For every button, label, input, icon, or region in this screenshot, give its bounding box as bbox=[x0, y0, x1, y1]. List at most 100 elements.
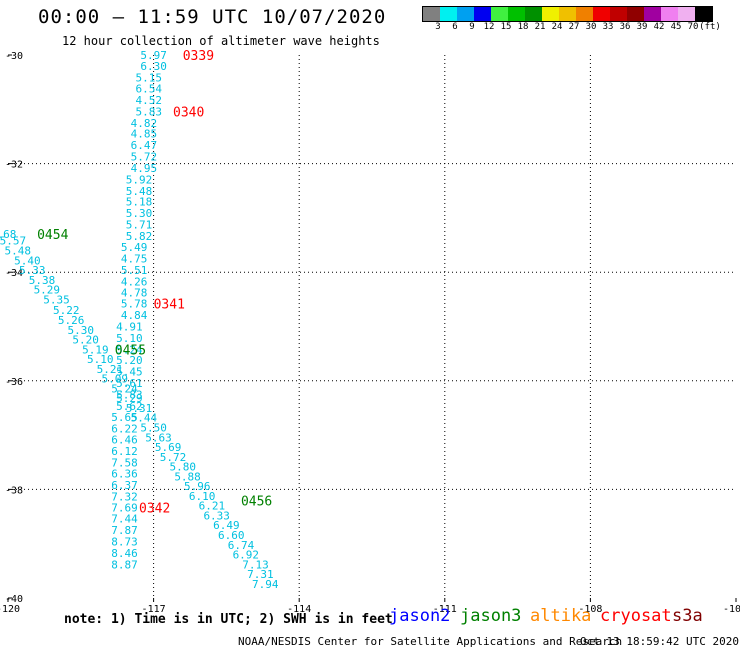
data-point-jason3: 6.92 bbox=[233, 549, 260, 562]
data-point-cryosat: 5.72 bbox=[131, 151, 158, 164]
data-point-jason3: 5.50 bbox=[140, 421, 167, 434]
legend-swatch bbox=[695, 7, 712, 21]
legend-swatch bbox=[440, 7, 457, 21]
data-point-cryosat: 5.97 bbox=[140, 49, 167, 62]
satellite-legend-altika: altika bbox=[530, 606, 592, 626]
page-subtitle: 12 hour collection of altimeter wave hei… bbox=[62, 34, 380, 48]
footer-credit: NOAA/NESDIS Center for Satellite Applica… bbox=[238, 635, 623, 648]
time-label: 0340 bbox=[173, 105, 204, 120]
data-point-cryosat: 5.20 bbox=[116, 354, 143, 367]
data-point-jason3: 5.22 bbox=[53, 304, 80, 317]
x-tick-label: -108 bbox=[578, 604, 602, 615]
data-point-cryosat: 4.84 bbox=[121, 309, 148, 322]
legend-label: (ft) bbox=[699, 22, 721, 32]
satellite-legend-jason2: jason2 bbox=[389, 606, 451, 626]
data-point-cryosat: 5.51 bbox=[121, 264, 148, 277]
legend-label: 45 bbox=[670, 22, 682, 32]
x-tick-label: -114 bbox=[287, 604, 311, 615]
data-point-jason3: 5.57 bbox=[0, 235, 26, 248]
data-point-cryosat: 4.82 bbox=[131, 117, 158, 130]
legend-swatch bbox=[661, 7, 678, 21]
y-tick-label: -30 bbox=[5, 51, 23, 62]
legend-swatch bbox=[593, 7, 610, 21]
time-label: 0339 bbox=[183, 49, 214, 64]
data-point-cryosat: 5.30 bbox=[126, 207, 153, 220]
data-point-cryosat: 7.87 bbox=[111, 524, 138, 537]
data-point-cryosat: 6.47 bbox=[131, 139, 158, 152]
data-point-jason3: 5.29 bbox=[34, 284, 61, 297]
data-point-jason3: 5.38 bbox=[29, 274, 56, 287]
data-point-jason3: 7.31 bbox=[247, 568, 274, 581]
data-point-jason3: 5.44 bbox=[131, 412, 158, 425]
legend-label: 33 bbox=[602, 22, 614, 32]
data-point-jason3: 6.33 bbox=[203, 509, 230, 522]
data-point-jason3: 5.26 bbox=[58, 314, 85, 327]
data-point-jason3: 7.13 bbox=[242, 558, 269, 571]
data-point-jason3: 5.88 bbox=[174, 470, 201, 483]
data-point-cryosat: 8.73 bbox=[111, 536, 138, 549]
y-tick-label: -40 bbox=[5, 594, 23, 605]
legend-label: 6 bbox=[452, 22, 458, 32]
data-point-cryosat: 5.82 bbox=[126, 230, 153, 243]
legend-swatch bbox=[542, 7, 559, 21]
data-point-jason3: 5.24 bbox=[111, 382, 138, 395]
legend-label: 70 bbox=[687, 22, 699, 32]
data-point-jason3: 5.33 bbox=[19, 264, 46, 277]
data-point-jason3: 5.69 bbox=[155, 441, 182, 454]
plot-grid bbox=[8, 55, 736, 598]
data-point-cryosat: 6.37 bbox=[111, 479, 138, 492]
data-point-cryosat: 5.48 bbox=[126, 185, 153, 198]
data-point-cryosat: 6.22 bbox=[111, 423, 138, 436]
page-title: 00:00 – 11:59 UTC 10/07/2020 bbox=[38, 6, 387, 28]
data-point-jason3: 5.35 bbox=[43, 293, 70, 306]
data-point-cryosat: 5.83 bbox=[116, 388, 143, 401]
legend-swatch bbox=[576, 7, 593, 21]
data-point-jason3: 5.68 bbox=[0, 228, 16, 241]
legend-label: 21 bbox=[534, 22, 546, 32]
legend-swatch bbox=[559, 7, 576, 21]
data-point-cryosat: 5.92 bbox=[126, 173, 153, 186]
data-point-jason3: 5.10 bbox=[87, 353, 114, 366]
data-point-cryosat: 6.36 bbox=[111, 468, 138, 481]
legend-swatch bbox=[508, 7, 525, 21]
data-point-cryosat: 5.65 bbox=[111, 411, 138, 424]
time-label: 0455 bbox=[115, 343, 146, 358]
data-point-jason3: 5.21 bbox=[97, 363, 124, 376]
data-point-jason3: 5.80 bbox=[169, 461, 196, 474]
time-label: 0342 bbox=[139, 501, 170, 516]
x-tick-label: -120 bbox=[0, 604, 20, 615]
legend-label: 3 bbox=[435, 22, 441, 32]
legend-label: 30 bbox=[585, 22, 597, 32]
legend-swatch bbox=[423, 7, 440, 21]
data-point-cryosat: 5.18 bbox=[126, 196, 153, 209]
data-point-cryosat: 5.24 bbox=[116, 343, 143, 356]
data-point-cryosat: 7.69 bbox=[111, 501, 138, 514]
legend-label: 24 bbox=[551, 22, 563, 32]
data-point-cryosat: 5.71 bbox=[126, 218, 153, 231]
data-point-jason3: 5.19 bbox=[82, 343, 109, 356]
data-point-jason3: 7.94 bbox=[252, 578, 279, 591]
legend-label: 18 bbox=[517, 22, 529, 32]
satellite-legend-jason3: jason3 bbox=[460, 606, 522, 626]
data-point-cryosat: 8.46 bbox=[111, 547, 138, 560]
data-point-jason3: 6.74 bbox=[228, 539, 255, 552]
data-point-jason3: 5.20 bbox=[72, 334, 99, 347]
data-point-jason3: 5.29 bbox=[116, 392, 143, 405]
data-point-jason3: 5.30 bbox=[68, 324, 95, 337]
data-point-cryosat: 4.85 bbox=[131, 128, 158, 141]
legend-swatch bbox=[457, 7, 474, 21]
y-tick-label: -32 bbox=[5, 160, 23, 171]
data-point-jason3: 6.60 bbox=[218, 529, 245, 542]
legend-swatch bbox=[491, 7, 508, 21]
data-point-cryosat: 5.62 bbox=[116, 400, 143, 413]
legend-swatch bbox=[627, 7, 644, 21]
time-label: 0454 bbox=[37, 228, 68, 243]
data-point-cryosat: 4.95 bbox=[131, 162, 158, 175]
satellite-legend-cryosat: cryosat bbox=[600, 606, 672, 626]
legend-label: 39 bbox=[636, 22, 648, 32]
data-point-cryosat: 4.52 bbox=[135, 94, 162, 107]
data-point-cryosat: 7.58 bbox=[111, 456, 138, 469]
data-marks: 5.976.305.156.544.525.834.824.856.475.72… bbox=[0, 49, 279, 591]
data-point-cryosat: 8.87 bbox=[111, 558, 138, 571]
